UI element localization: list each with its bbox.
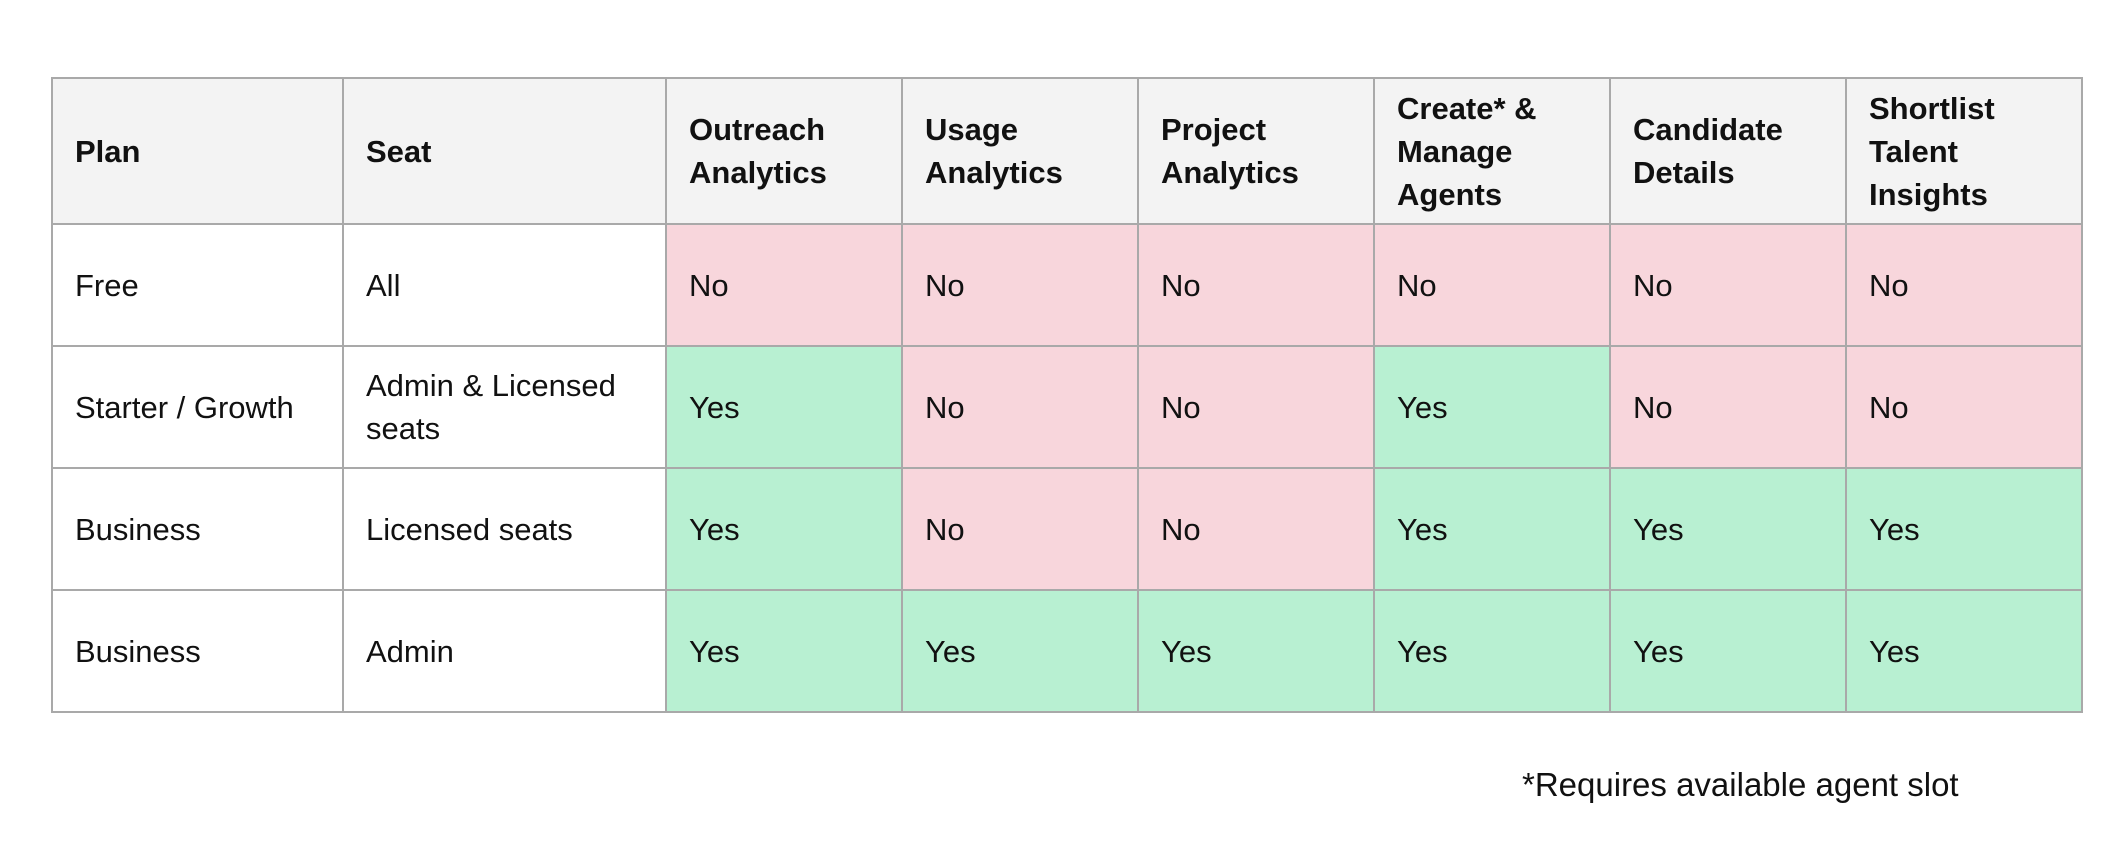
value-cell: No: [1845, 223, 2083, 347]
value-cell: Yes: [901, 589, 1139, 713]
value-cell: Yes: [665, 589, 903, 713]
value-cell: Yes: [1845, 467, 2083, 591]
value-cell: No: [665, 223, 903, 347]
seat-cell: Admin & Licensed seats: [342, 345, 667, 469]
header-usage-analytics: Usage Analytics: [901, 77, 1139, 225]
value-cell: No: [901, 345, 1139, 469]
header-candidate-details: Candidate Details: [1609, 77, 1847, 225]
seat-cell: Licensed seats: [342, 467, 667, 591]
value-cell: Yes: [665, 345, 903, 469]
value-cell: No: [1845, 345, 2083, 469]
value-cell: Yes: [1373, 467, 1611, 591]
value-cell: Yes: [1609, 467, 1847, 591]
header-seat: Seat: [342, 77, 667, 225]
header-shortlist-talent-insights: Shortlist Talent Insights: [1845, 77, 2083, 225]
value-cell: No: [1373, 223, 1611, 347]
value-cell: No: [901, 467, 1139, 591]
plan-cell: Starter / Growth: [51, 345, 344, 469]
seat-cell: All: [342, 223, 667, 347]
value-cell: Yes: [1373, 345, 1611, 469]
header-plan: Plan: [51, 77, 344, 225]
value-cell: No: [1137, 345, 1375, 469]
table-row: Starter / Growth Admin & Licensed seats …: [51, 345, 2083, 469]
value-cell: No: [1609, 345, 1847, 469]
plan-cell: Business: [51, 467, 344, 591]
footnote: *Requires available agent slot: [1522, 766, 1959, 803]
header-outreach-analytics: Outreach Analytics: [665, 77, 903, 225]
seat-cell: Admin: [342, 589, 667, 713]
feature-access-table-container: Plan Seat Outreach Analytics Usage Analy…: [51, 77, 2083, 713]
value-cell: No: [1137, 467, 1375, 591]
value-cell: Yes: [1609, 589, 1847, 713]
value-cell: Yes: [1137, 589, 1375, 713]
table-row: Free All No No No No No No: [51, 223, 2083, 347]
header-create-manage-agents: Create* & Manage Agents: [1373, 77, 1611, 225]
table-row: Business Admin Yes Yes Yes Yes Yes Yes: [51, 589, 2083, 713]
table-row: Business Licensed seats Yes No No Yes Ye…: [51, 467, 2083, 591]
plan-cell: Free: [51, 223, 344, 347]
plan-cell: Business: [51, 589, 344, 713]
value-cell: No: [1609, 223, 1847, 347]
value-cell: Yes: [1845, 589, 2083, 713]
header-row: Plan Seat Outreach Analytics Usage Analy…: [51, 77, 2083, 225]
value-cell: Yes: [1373, 589, 1611, 713]
header-project-analytics: Project Analytics: [1137, 77, 1375, 225]
value-cell: No: [901, 223, 1139, 347]
value-cell: No: [1137, 223, 1375, 347]
value-cell: Yes: [665, 467, 903, 591]
feature-access-table: Plan Seat Outreach Analytics Usage Analy…: [51, 77, 2083, 713]
